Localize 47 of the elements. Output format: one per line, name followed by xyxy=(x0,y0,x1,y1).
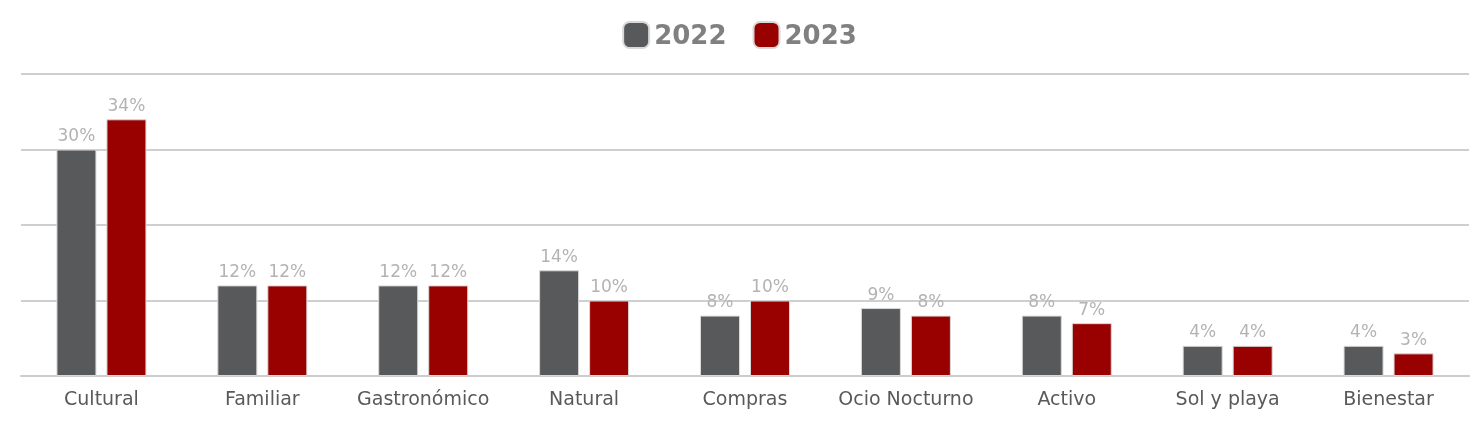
bar xyxy=(428,285,469,376)
data-label: 10% xyxy=(751,276,789,296)
x-tick-label: Bienestar xyxy=(1343,386,1435,409)
bar xyxy=(378,285,419,376)
bar xyxy=(700,315,740,376)
bar xyxy=(217,285,258,376)
bar xyxy=(1021,315,1062,376)
legend-label: 2022 xyxy=(654,20,727,50)
data-label: 30% xyxy=(57,125,96,145)
bar xyxy=(106,119,147,376)
x-tick-label: Familiar xyxy=(225,386,300,409)
bar xyxy=(910,315,951,376)
bar xyxy=(1393,353,1434,376)
data-label: 3% xyxy=(1400,328,1428,349)
bar xyxy=(267,285,308,376)
x-tick-label: Natural xyxy=(549,386,620,409)
data-label: 9% xyxy=(867,283,895,304)
x-tick-label: Sol y playa xyxy=(1175,386,1280,409)
bar xyxy=(860,308,901,376)
bar xyxy=(750,300,790,376)
data-label: 10% xyxy=(590,276,629,296)
data-label: 12% xyxy=(379,260,418,281)
x-tick-label: Cultural xyxy=(64,386,139,409)
data-label: 7% xyxy=(1078,298,1106,319)
bar xyxy=(56,149,97,376)
x-tick-label: Activo xyxy=(1037,386,1097,409)
bar xyxy=(539,270,580,376)
data-label: 4% xyxy=(1350,321,1378,342)
data-label: 4% xyxy=(1239,321,1267,342)
data-label: 14% xyxy=(540,245,579,266)
data-label: 34% xyxy=(107,94,146,115)
data-label: 8% xyxy=(706,291,734,312)
data-label: 8% xyxy=(917,291,945,312)
x-tick-label: Gastronómico xyxy=(357,386,490,409)
x-tick-label: Compras xyxy=(702,386,788,409)
bar xyxy=(1182,345,1223,376)
data-label: 12% xyxy=(429,260,468,281)
bar xyxy=(1232,345,1273,376)
data-label: 8% xyxy=(1028,291,1056,312)
x-tick-label: Ocio Nocturno xyxy=(838,386,974,409)
data-label: 12% xyxy=(268,260,307,281)
bar xyxy=(1343,345,1384,376)
data-label: 4% xyxy=(1189,321,1217,342)
data-label: 12% xyxy=(218,260,257,281)
legend-label: 2023 xyxy=(784,20,857,50)
bar xyxy=(589,300,630,376)
bar xyxy=(1071,323,1112,376)
